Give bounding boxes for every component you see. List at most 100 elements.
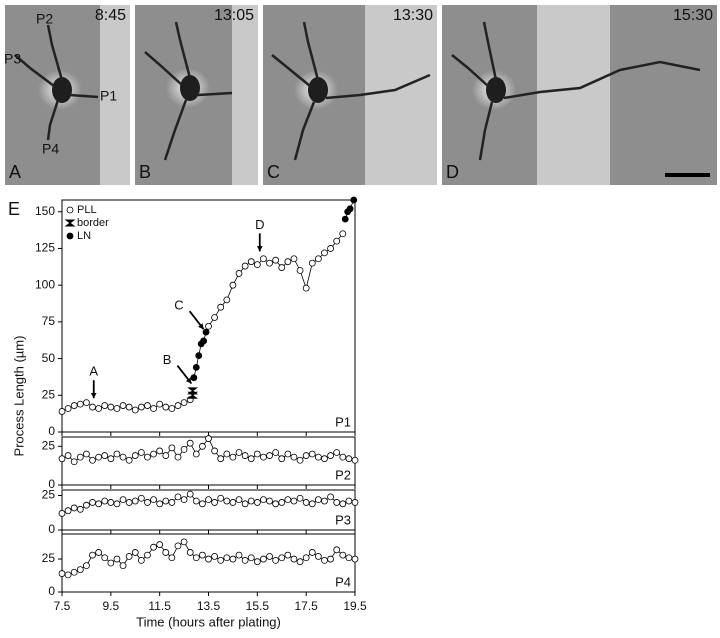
marker (339, 551, 347, 559)
legend-marker (64, 219, 76, 227)
marker (278, 455, 286, 463)
series-line (193, 199, 355, 378)
marker (302, 284, 310, 292)
marker (150, 405, 157, 412)
marker (241, 500, 249, 508)
marker (333, 499, 341, 506)
marker (217, 494, 225, 502)
panel-letter: C (267, 162, 280, 182)
marker (198, 500, 206, 508)
marker (131, 549, 139, 556)
panel-label: P2 (335, 467, 351, 482)
marker (58, 510, 66, 517)
annotation-label: B (163, 352, 172, 367)
marker (58, 570, 66, 577)
marker (70, 568, 78, 576)
marker (113, 405, 121, 412)
marker (308, 450, 316, 458)
marker (296, 456, 304, 464)
marker (241, 452, 249, 459)
plot-frame (61, 199, 356, 433)
marker (327, 493, 334, 501)
arrow-head (198, 323, 204, 330)
marker (180, 445, 188, 453)
y-tick-label: 25 (42, 438, 56, 452)
marker (302, 452, 310, 459)
marker (95, 453, 103, 461)
y-tick-label: 0 (48, 584, 55, 598)
marker (76, 505, 84, 513)
x-tick-label: 15.5 (246, 599, 270, 613)
marker (253, 450, 261, 458)
marker (64, 571, 72, 579)
marker (192, 497, 200, 505)
process-label: P4 (42, 141, 59, 157)
marker (205, 555, 212, 563)
marker (247, 455, 255, 463)
marker (217, 455, 225, 463)
marker (168, 554, 176, 562)
process-label: P2 (36, 11, 53, 27)
marker (95, 500, 103, 508)
process-label: P3 (4, 51, 21, 67)
marker (290, 453, 298, 461)
marker (205, 322, 212, 330)
y-tick-label: 0 (48, 522, 55, 536)
marker (351, 456, 359, 464)
marker (156, 447, 164, 455)
marker (327, 452, 334, 459)
marker (223, 554, 231, 562)
marker (333, 546, 341, 554)
marker (314, 453, 322, 461)
marker (95, 549, 103, 556)
marker (150, 450, 157, 458)
marker (192, 554, 200, 562)
marker (217, 556, 225, 564)
marker (321, 556, 328, 564)
marker (64, 452, 72, 459)
marker (131, 452, 139, 459)
y-tick-label: 25 (42, 488, 56, 502)
marker (101, 452, 109, 459)
marker (266, 452, 273, 459)
marker (284, 258, 292, 266)
micrograph-b (135, 5, 258, 185)
marker (107, 559, 115, 567)
marker (156, 500, 164, 508)
arrow-head (90, 392, 97, 399)
marker (76, 400, 84, 408)
time-stamp: 13:05 (214, 7, 254, 24)
legend-label: LN (77, 230, 91, 242)
time-stamp: 13:30 (393, 7, 433, 24)
marker (351, 555, 359, 563)
marker (186, 439, 194, 447)
marker (162, 497, 170, 505)
micrograph-a (5, 5, 130, 185)
marker (314, 496, 322, 504)
marker (113, 500, 121, 508)
marker (235, 270, 243, 277)
micrograph-labels: A 8:45 P2 P3 P1 P4 B 13:05 C 13:30 D 15:30 (4, 7, 713, 182)
panel-letter: A (9, 162, 21, 182)
marker (131, 406, 139, 414)
marker (314, 255, 322, 263)
marker (180, 496, 188, 504)
marker (211, 447, 219, 455)
marker (89, 551, 96, 559)
marker (195, 352, 203, 360)
marker (302, 499, 310, 506)
y-tick-label: 25 (42, 551, 56, 565)
marker (211, 499, 219, 506)
marker (241, 556, 249, 564)
y-tick-label: 0 (48, 477, 55, 491)
marker (211, 314, 219, 321)
panel-letter: D (446, 162, 459, 182)
marker (290, 255, 298, 263)
marker (339, 230, 347, 238)
marker (229, 499, 237, 506)
marker (321, 249, 328, 257)
marker (192, 450, 200, 458)
marker (174, 493, 182, 501)
marker (302, 554, 310, 562)
